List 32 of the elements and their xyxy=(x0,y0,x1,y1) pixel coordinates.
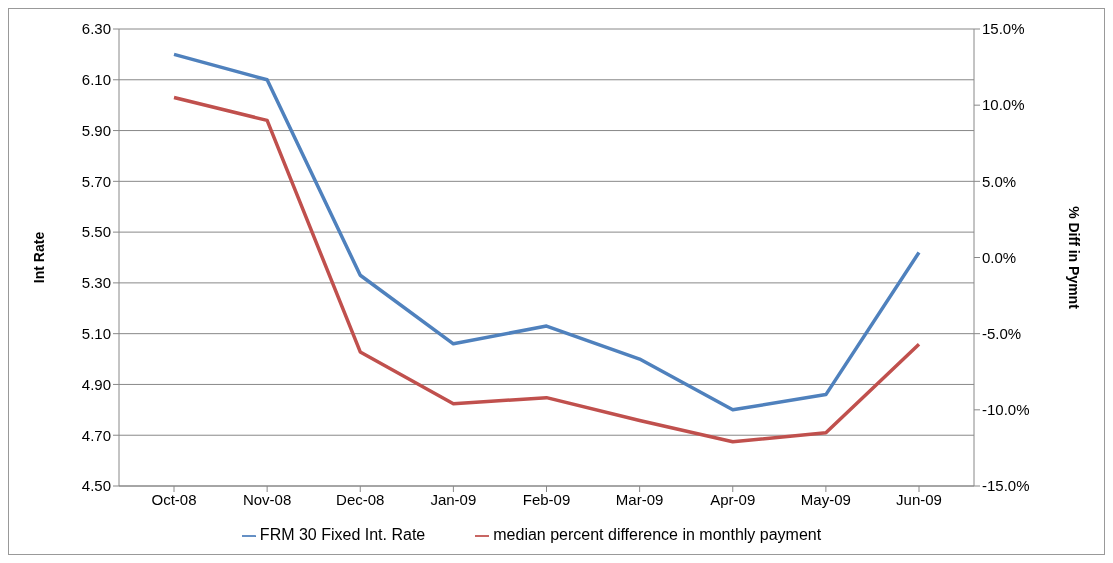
x-tick-label: Jun-09 xyxy=(896,490,942,508)
y2-tick-label: -5.0% xyxy=(982,324,1022,342)
y2-tick-label: -15.0% xyxy=(982,477,1030,495)
y-tick-label: 4.50 xyxy=(81,477,111,495)
y-tick-label: 6.30 xyxy=(81,20,111,38)
y-tick-label: 5.30 xyxy=(81,274,111,292)
y2-tick-label: -10.0% xyxy=(982,401,1030,419)
x-tick-label: May-09 xyxy=(800,490,851,508)
y2-tick-label: 10.0% xyxy=(982,96,1025,114)
x-tick-label: Jan-09 xyxy=(430,490,477,508)
x-tick-label: Feb-09 xyxy=(522,490,571,508)
y-tick-label: 5.10 xyxy=(81,324,111,342)
y-tick-label: 5.70 xyxy=(81,172,111,190)
x-tick-label: Dec-08 xyxy=(336,490,385,508)
line-series xyxy=(172,52,921,412)
x-tick-label: Oct-08 xyxy=(151,490,197,508)
y-tick-label: 4.70 xyxy=(81,426,111,444)
x-tick-label: Mar-09 xyxy=(615,490,664,508)
y2-tick-label: 15.0% xyxy=(982,20,1025,38)
y2-tick-label: 5.0% xyxy=(982,172,1017,190)
y-tick-label: 6.10 xyxy=(81,71,111,89)
y-axis-title: Int Rate xyxy=(30,231,47,284)
y-tick-label: 5.90 xyxy=(81,121,111,139)
legend-label: FRM 30 Fixed Int. Rate xyxy=(259,526,426,543)
y2-tick-label: 0.0% xyxy=(982,248,1017,266)
y-tick-label: 4.90 xyxy=(81,375,111,393)
line-series xyxy=(172,95,921,444)
x-tick-label: Apr-09 xyxy=(710,490,756,508)
y2-axis-title: % Diff in Pymnt xyxy=(1066,206,1083,310)
legend-label: median percent difference in monthly payment xyxy=(493,526,822,543)
x-tick-label: Nov-08 xyxy=(242,490,292,508)
y-tick-label: 5.50 xyxy=(81,223,111,241)
